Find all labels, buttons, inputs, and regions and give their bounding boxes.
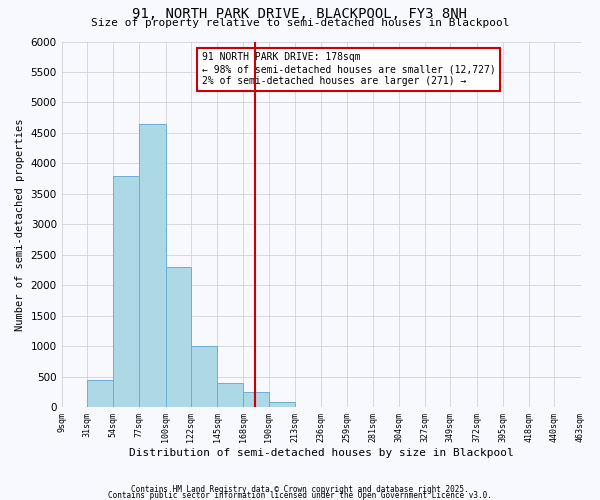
- Bar: [191, 346, 217, 407]
- Bar: [113, 176, 139, 407]
- Text: Contains public sector information licensed under the Open Government Licence v3: Contains public sector information licen…: [108, 490, 492, 500]
- Bar: [269, 402, 295, 407]
- Bar: [244, 392, 269, 407]
- Y-axis label: Number of semi-detached properties: Number of semi-detached properties: [15, 118, 25, 330]
- Bar: [87, 380, 113, 407]
- Bar: [166, 267, 191, 407]
- Text: Size of property relative to semi-detached houses in Blackpool: Size of property relative to semi-detach…: [91, 18, 509, 28]
- Bar: [139, 124, 166, 407]
- X-axis label: Distribution of semi-detached houses by size in Blackpool: Distribution of semi-detached houses by …: [129, 448, 514, 458]
- Text: 91 NORTH PARK DRIVE: 178sqm
← 98% of semi-detached houses are smaller (12,727)
2: 91 NORTH PARK DRIVE: 178sqm ← 98% of sem…: [202, 52, 496, 86]
- Bar: [217, 382, 244, 407]
- Text: 91, NORTH PARK DRIVE, BLACKPOOL, FY3 8NH: 91, NORTH PARK DRIVE, BLACKPOOL, FY3 8NH: [133, 8, 467, 22]
- Text: Contains HM Land Registry data © Crown copyright and database right 2025.: Contains HM Land Registry data © Crown c…: [131, 484, 469, 494]
